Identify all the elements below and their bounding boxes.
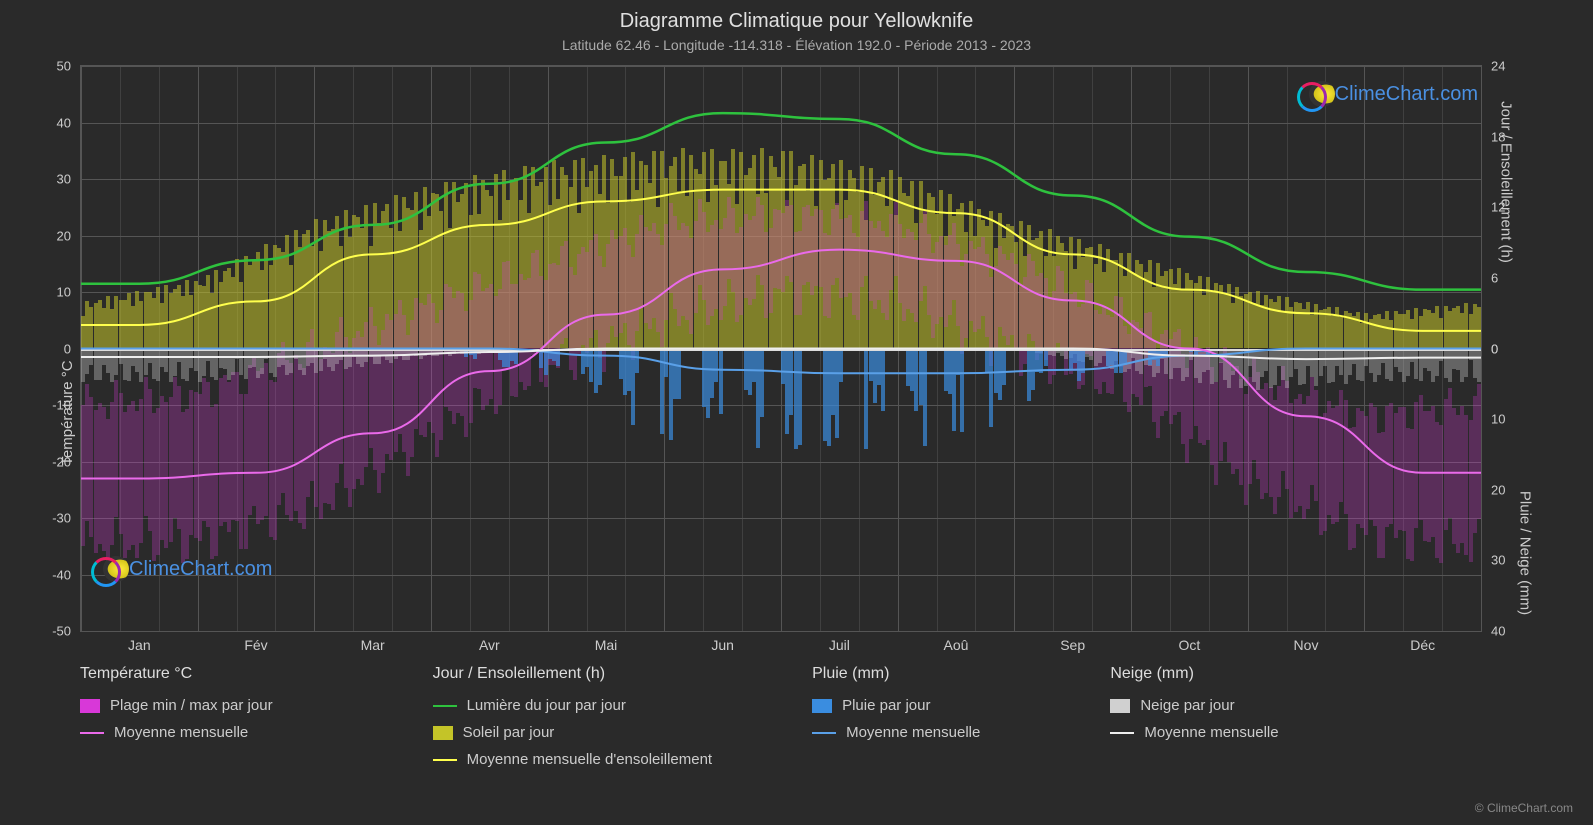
axis-title-daylight: Jour / Ensoleillement (h) <box>1498 101 1515 263</box>
legend-title: Température °C <box>80 665 273 683</box>
axis-tick-month: Déc <box>1410 637 1435 653</box>
legend-item: Moyenne mensuelle <box>812 724 980 741</box>
swatch <box>1110 732 1134 734</box>
legend-item: Lumière du jour par jour <box>433 697 713 714</box>
swatch <box>1110 699 1130 713</box>
line-daylight <box>81 113 1481 290</box>
legend-item: Neige par jour <box>1110 697 1278 714</box>
axis-tick-month: Jan <box>128 637 151 653</box>
climechart-icon <box>95 555 123 583</box>
climate-chart-container: Diagramme Climatique pour Yellowknife La… <box>0 0 1593 825</box>
brand-logo-top: ClimeChart.com <box>1301 80 1478 108</box>
axis-tick-month: Aoû <box>944 637 969 653</box>
swatch <box>433 705 457 707</box>
axis-tick-right-hours: 24 <box>1491 59 1531 74</box>
swatch <box>812 699 832 713</box>
legend-col-temperature: Température °C Plage min / max par jour … <box>80 665 273 768</box>
axis-tick-month: Mai <box>595 637 618 653</box>
series-lines <box>81 66 1481 631</box>
axis-tick-month: Fév <box>244 637 267 653</box>
legend-item: Moyenne mensuelle <box>80 724 273 741</box>
axis-tick-month: Juil <box>829 637 850 653</box>
axis-tick-right-precip: 20 <box>1491 482 1531 497</box>
axis-tick-month: Mar <box>361 637 385 653</box>
climechart-icon <box>1301 80 1329 108</box>
axis-tick-right-precip: 0 <box>1491 341 1531 356</box>
legend-label: Moyenne mensuelle d'ensoleillement <box>467 751 713 768</box>
legend-title: Pluie (mm) <box>812 665 980 683</box>
axis-tick-month: Sep <box>1060 637 1085 653</box>
legend-item: Moyenne mensuelle <box>1110 724 1278 741</box>
axis-tick-month: Nov <box>1294 637 1319 653</box>
legend-label: Moyenne mensuelle <box>846 724 980 741</box>
axis-tick-left: 10 <box>26 285 71 300</box>
swatch <box>80 699 100 713</box>
legend-item: Plage min / max par jour <box>80 697 273 714</box>
legend-item: Pluie par jour <box>812 697 980 714</box>
swatch <box>433 759 457 761</box>
legend-label: Moyenne mensuelle <box>1144 724 1278 741</box>
legend-item: Soleil par jour <box>433 724 713 741</box>
swatch <box>433 726 453 740</box>
swatch <box>80 732 104 734</box>
axis-tick-right-precip: 40 <box>1491 624 1531 639</box>
brand-logo-bottom: ClimeChart.com <box>95 555 272 583</box>
axis-tick-right-hours: 12 <box>1491 200 1531 215</box>
legend-label: Neige par jour <box>1140 697 1234 714</box>
axis-tick-month: Avr <box>479 637 500 653</box>
legend-label: Soleil par jour <box>463 724 555 741</box>
axis-tick-right-hours: 6 <box>1491 270 1531 285</box>
axis-tick-left: -10 <box>26 398 71 413</box>
line-rain-mean <box>81 349 1481 374</box>
axis-tick-month: Oct <box>1178 637 1200 653</box>
legend-label: Plage min / max par jour <box>110 697 273 714</box>
axis-tick-month: Jun <box>711 637 734 653</box>
chart-plot-area: 50403020100-10-20-30-40-5024181260010203… <box>80 65 1482 632</box>
swatch <box>812 732 836 734</box>
legend-item: Moyenne mensuelle d'ensoleillement <box>433 751 713 768</box>
legend-label: Moyenne mensuelle <box>114 724 248 741</box>
axis-tick-left: 30 <box>26 172 71 187</box>
chart-title: Diagramme Climatique pour Yellowknife <box>0 0 1593 33</box>
legend-label: Lumière du jour par jour <box>467 697 626 714</box>
axis-tick-left: -50 <box>26 624 71 639</box>
axis-tick-left: 50 <box>26 59 71 74</box>
legend: Température °C Plage min / max par jour … <box>80 665 1480 768</box>
axis-title-temperature: Température °C <box>59 360 76 465</box>
axis-tick-right-precip: 30 <box>1491 553 1531 568</box>
axis-tick-right-precip: 10 <box>1491 412 1531 427</box>
axis-tick-left: -30 <box>26 511 71 526</box>
legend-title: Neige (mm) <box>1110 665 1278 683</box>
legend-col-daylight: Jour / Ensoleillement (h) Lumière du jou… <box>433 665 713 768</box>
line-temp-mean <box>81 250 1481 479</box>
legend-title: Jour / Ensoleillement (h) <box>433 665 713 683</box>
legend-col-snow: Neige (mm) Neige par jour Moyenne mensue… <box>1110 665 1278 768</box>
legend-col-rain: Pluie (mm) Pluie par jour Moyenne mensue… <box>812 665 980 768</box>
axis-tick-left: 0 <box>26 341 71 356</box>
axis-tick-left: 20 <box>26 228 71 243</box>
axis-tick-left: -20 <box>26 454 71 469</box>
legend-label: Pluie par jour <box>842 697 930 714</box>
copyright: © ClimeChart.com <box>1475 801 1573 815</box>
brand-text: ClimeChart.com <box>129 558 272 581</box>
brand-text: ClimeChart.com <box>1335 83 1478 106</box>
chart-subtitle: Latitude 62.46 - Longitude -114.318 - Él… <box>0 33 1593 53</box>
axis-tick-left: -40 <box>26 567 71 582</box>
axis-tick-left: 40 <box>26 115 71 130</box>
axis-tick-right-hours: 18 <box>1491 129 1531 144</box>
